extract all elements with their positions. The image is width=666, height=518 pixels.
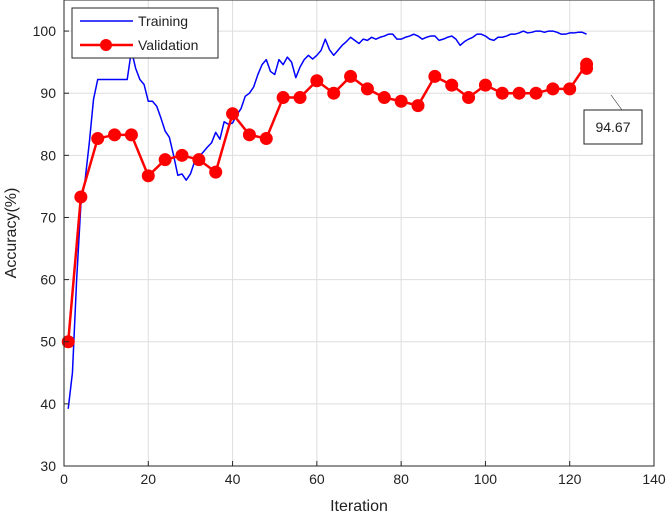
- data-point-validation: [175, 148, 189, 162]
- data-point-validation: [276, 91, 290, 105]
- data-point-validation: [108, 128, 122, 142]
- data-point-validation: [462, 91, 476, 105]
- y-tick-label: 60: [40, 272, 56, 288]
- legend-label-training: Training: [138, 13, 188, 29]
- y-tick-label: 50: [40, 334, 56, 350]
- data-point-validation: [512, 86, 526, 100]
- data-point-validation: [411, 99, 425, 113]
- data-point-validation: [192, 153, 206, 167]
- data-point-validation: [141, 169, 155, 183]
- data-point-validation: [226, 107, 240, 121]
- legend-label-validation: Validation: [138, 37, 198, 53]
- data-point-validation: [445, 78, 459, 92]
- data-point-validation: [158, 153, 172, 167]
- data-point-validation: [310, 74, 324, 88]
- x-tick-label: 100: [474, 471, 498, 487]
- data-point-validation: [344, 69, 358, 83]
- value-callout: 94.67: [583, 94, 643, 145]
- y-tick-label: 100: [33, 23, 57, 39]
- data-point-validation: [360, 82, 374, 96]
- data-point-validation: [259, 132, 273, 146]
- data-point-validation: [293, 91, 307, 105]
- data-point-validation: [428, 69, 442, 83]
- y-tick-label: 90: [40, 85, 56, 101]
- data-point-validation: [327, 86, 341, 100]
- x-tick-label: 60: [309, 471, 325, 487]
- x-axis-ticks: 0 20 40 60 80 100 120 140: [60, 461, 666, 487]
- y-axis-label: Accuracy(%): [3, 188, 20, 279]
- data-point-validation: [546, 82, 560, 96]
- data-point-validation: [242, 128, 256, 142]
- y-tick-label: 40: [40, 396, 56, 412]
- grid: [63, 0, 655, 467]
- data-point-validation: [394, 94, 408, 108]
- legend-box: [71, 7, 219, 59]
- x-tick-label: 120: [558, 471, 582, 487]
- x-tick-label: 140: [642, 471, 666, 487]
- legend: Training Validation: [71, 7, 219, 59]
- data-point-validation: [91, 132, 105, 146]
- y-tick-label: 70: [40, 209, 56, 225]
- data-point-validation: [124, 128, 138, 142]
- y-tick-label: 80: [40, 147, 56, 163]
- data-point-validation: [580, 61, 594, 75]
- x-tick-label: 0: [60, 471, 68, 487]
- callout-value: 94.67: [595, 119, 630, 135]
- x-tick-label: 80: [393, 471, 409, 487]
- x-tick-label: 20: [140, 471, 156, 487]
- plot-frame: [63, 0, 655, 467]
- callout-box: [583, 109, 643, 145]
- data-point-validation: [209, 165, 223, 179]
- data-point-validation: [563, 82, 577, 96]
- data-point-validation: [478, 78, 492, 92]
- series-layer: [61, 30, 594, 409]
- callout-leader: [610, 94, 623, 111]
- legend-marker-validation: [100, 39, 112, 51]
- data-point-validation: [495, 86, 509, 100]
- x-axis-label: Iteration: [330, 498, 388, 515]
- plot-background: [64, 0, 654, 466]
- series-line-training: [67, 30, 587, 409]
- y-tick-label: 30: [40, 458, 56, 474]
- data-point-validation: [74, 190, 88, 204]
- data-point-validation: [529, 86, 543, 100]
- y-axis-ticks: 30 40 50 60 70 80 90 100: [33, 23, 69, 474]
- x-tick-label: 40: [225, 471, 241, 487]
- data-point-validation: [377, 91, 391, 105]
